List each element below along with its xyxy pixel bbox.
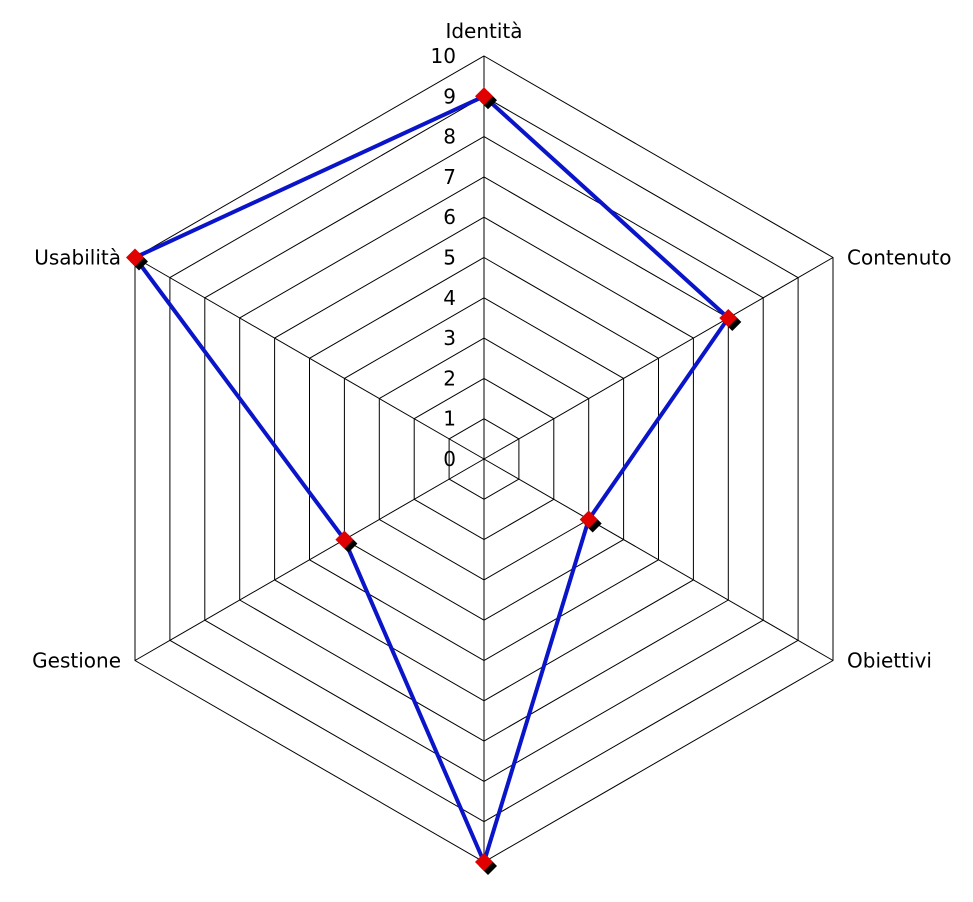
tick-label-4: 4 [443, 286, 456, 310]
data-point-0 [475, 87, 493, 106]
tick-label-0: 0 [443, 447, 456, 471]
axis-label-2: Obiettivi [847, 649, 932, 673]
axis-label-4: Gestione [32, 649, 121, 673]
spoke-2 [483, 458, 834, 661]
axis-labels: IdentitàContenutoObiettiviIndividuazione… [32, 19, 951, 673]
tick-label-1: 1 [443, 407, 456, 431]
tick-label-3: 3 [443, 326, 456, 350]
axis-label-5: Usabilità [34, 246, 121, 270]
data-point-2 [579, 510, 598, 529]
spoke-4 [134, 458, 485, 661]
data-point-1 [719, 309, 738, 327]
tick-label-2: 2 [443, 366, 456, 390]
data-point-5 [126, 248, 144, 267]
spoke-1 [483, 257, 834, 460]
tick-labels: 0 1 2 3 4 5 6 7 8 9 10 [431, 44, 456, 471]
data-point-4 [335, 530, 354, 549]
axis-label-1: Contenuto [847, 246, 951, 270]
grid-layer [134, 55, 834, 863]
tick-label-5: 5 [443, 246, 456, 270]
axis-label-0: Identità [445, 19, 522, 43]
data-point-3 [475, 853, 493, 871]
tick-label-10: 10 [431, 44, 456, 68]
tick-label-9: 9 [443, 84, 456, 108]
series-layer [126, 87, 742, 875]
series-line-0 [133, 94, 731, 864]
spoke-5 [134, 257, 485, 460]
tick-label-8: 8 [443, 125, 456, 149]
tick-label-7: 7 [443, 165, 456, 189]
tick-label-6: 6 [443, 205, 456, 229]
